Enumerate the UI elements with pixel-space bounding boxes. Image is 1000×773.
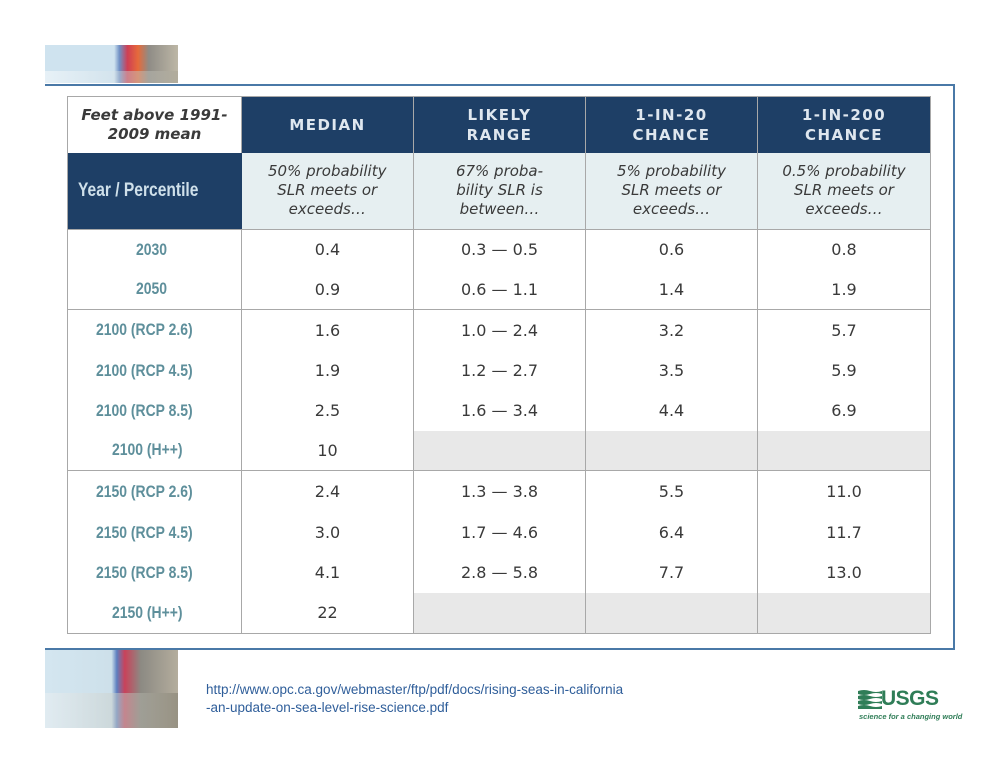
units-label: Feet above 1991-2009 mean — [67, 96, 242, 153]
row-year-label: 2100 (RCP 4.5) — [67, 350, 242, 391]
row-year-label: 2030 — [67, 229, 242, 270]
column-heading-likely-range: LIKELY RANGE — [413, 96, 586, 153]
column-description-1-in-20: 5% probability SLR meets or exceeds… — [585, 152, 758, 230]
column-heading-row: Feet above 1991-2009 mean MEDIAN LIKELY … — [67, 96, 931, 153]
header-photo-thumbnail — [45, 45, 178, 83]
table-row: 2050 0.9 0.6 — 1.1 1.4 1.9 — [67, 269, 931, 310]
median-value: 10 — [241, 430, 414, 471]
row-year-label: 2150 (RCP 4.5) — [67, 512, 242, 553]
one-in-20-value: 6.4 — [585, 512, 758, 553]
one-in-200-value: 0.8 — [757, 229, 931, 270]
one-in-200-value: 6.9 — [757, 390, 931, 431]
one-in-200-empty — [757, 430, 931, 471]
one-in-20-value: 1.4 — [585, 269, 758, 310]
median-value: 0.9 — [241, 269, 414, 310]
row-year-label: 2150 (RCP 2.6) — [67, 470, 242, 513]
table-row: 2150 (H++) 22 — [67, 592, 931, 634]
one-in-200-value: 11.7 — [757, 512, 931, 553]
column-description-likely-range: 67% proba-bility SLR is between… — [413, 152, 586, 230]
likely-range-value: 1.6 — 3.4 — [413, 390, 586, 431]
table-row: 2100 (RCP 8.5) 2.5 1.6 — 3.4 4.4 6.9 — [67, 390, 931, 431]
median-value: 4.1 — [241, 552, 414, 593]
column-heading-median: MEDIAN — [241, 96, 414, 153]
sea-level-rise-table: Feet above 1991-2009 mean MEDIAN LIKELY … — [67, 96, 931, 634]
median-value: 3.0 — [241, 512, 414, 553]
median-value: 2.5 — [241, 390, 414, 431]
row-year-label: 2100 (RCP 2.6) — [67, 309, 242, 351]
one-in-200-value: 1.9 — [757, 269, 931, 310]
one-in-200-value: 11.0 — [757, 470, 931, 513]
one-in-20-value: 4.4 — [585, 390, 758, 431]
one-in-20-value: 5.5 — [585, 470, 758, 513]
table-row: 2030 0.4 0.3 — 0.5 0.6 0.8 — [67, 229, 931, 270]
table-row: 2150 (RCP 2.6) 2.4 1.3 — 3.8 5.5 11.0 — [67, 470, 931, 513]
median-value: 1.6 — [241, 309, 414, 351]
row-year-label: 2100 (RCP 8.5) — [67, 390, 242, 431]
one-in-20-value: 3.2 — [585, 309, 758, 351]
likely-range-value: 2.8 — 5.8 — [413, 552, 586, 593]
row-header-label: Year / Percentile — [67, 152, 242, 230]
likely-range-value: 1.2 — 2.7 — [413, 350, 586, 391]
usgs-wave-icon — [858, 690, 882, 709]
likely-range-empty — [413, 430, 586, 471]
source-url-link[interactable]: http://www.opc.ca.gov/webmaster/ftp/pdf/… — [206, 682, 624, 715]
column-description-1-in-200: 0.5% probability SLR meets or exceeds… — [757, 152, 931, 230]
column-heading-1-in-20: 1-IN-20 CHANCE — [585, 96, 758, 153]
likely-range-value: 1.3 — 3.8 — [413, 470, 586, 513]
one-in-20-value: 3.5 — [585, 350, 758, 391]
description-row: Year / Percentile 50% probability SLR me… — [67, 152, 931, 230]
one-in-20-value: 7.7 — [585, 552, 758, 593]
one-in-200-value: 5.9 — [757, 350, 931, 391]
one-in-200-value: 5.7 — [757, 309, 931, 351]
table-row: 2150 (RCP 4.5) 3.0 1.7 — 4.6 6.4 11.7 — [67, 512, 931, 553]
table-row: 2100 (RCP 4.5) 1.9 1.2 — 2.7 3.5 5.9 — [67, 350, 931, 391]
row-year-label: 2100 (H++) — [67, 430, 242, 471]
table-row: 2100 (H++) 10 — [67, 430, 931, 471]
median-value: 22 — [241, 592, 414, 634]
likely-range-value: 1.7 — 4.6 — [413, 512, 586, 553]
column-description-median: 50% probability SLR meets or exceeds… — [241, 152, 414, 230]
usgs-wordmark: USGS — [881, 687, 939, 710]
footer-photo-thumbnail — [45, 650, 178, 728]
column-heading-1-in-200: 1-IN-200 CHANCE — [757, 96, 931, 153]
row-year-label: 2150 (RCP 8.5) — [67, 552, 242, 593]
likely-range-value: 1.0 — 2.4 — [413, 309, 586, 351]
table-row: 2150 (RCP 8.5) 4.1 2.8 — 5.8 7.7 13.0 — [67, 552, 931, 593]
median-value: 1.9 — [241, 350, 414, 391]
usgs-logo: USGS science for a changing world — [858, 687, 962, 725]
row-year-label: 2050 — [67, 269, 242, 310]
median-value: 0.4 — [241, 229, 414, 270]
table-row: 2100 (RCP 2.6) 1.6 1.0 — 2.4 3.2 5.7 — [67, 309, 931, 351]
one-in-20-empty — [585, 430, 758, 471]
one-in-200-empty — [757, 592, 931, 634]
one-in-20-value: 0.6 — [585, 229, 758, 270]
one-in-20-empty — [585, 592, 758, 634]
likely-range-empty — [413, 592, 586, 634]
slide-frame — [45, 84, 955, 650]
likely-range-value: 0.3 — 0.5 — [413, 229, 586, 270]
one-in-200-value: 13.0 — [757, 552, 931, 593]
row-year-label: 2150 (H++) — [67, 592, 242, 634]
usgs-tagline: science for a changing world — [859, 712, 963, 721]
median-value: 2.4 — [241, 470, 414, 513]
likely-range-value: 0.6 — 1.1 — [413, 269, 586, 310]
